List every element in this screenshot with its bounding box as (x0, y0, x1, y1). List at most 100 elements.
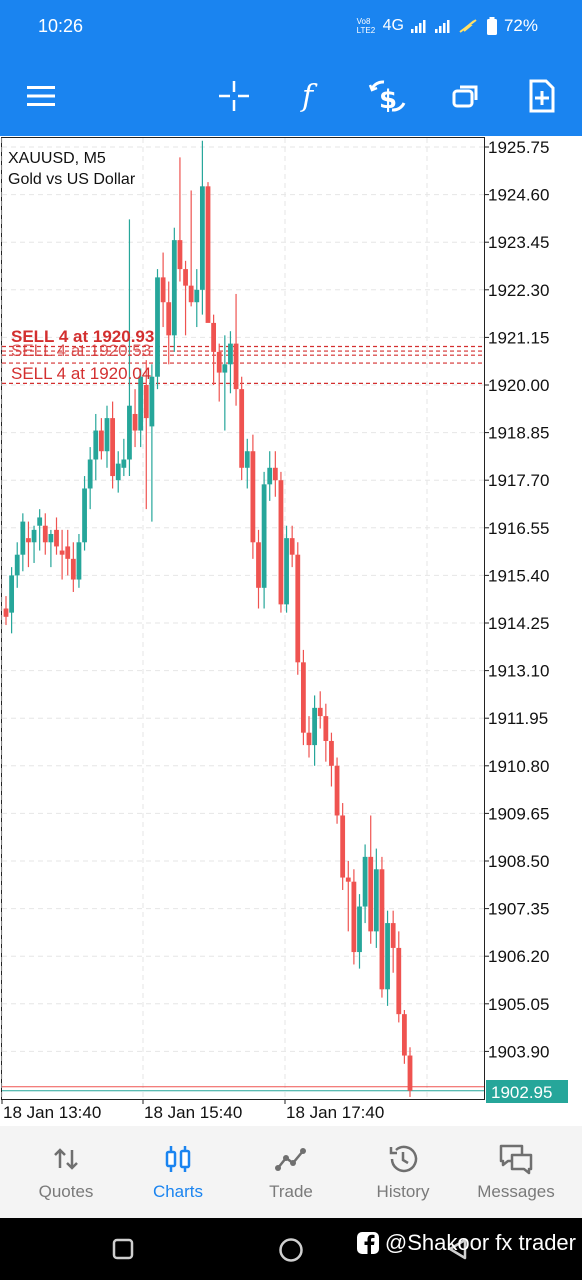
candle-body (357, 906, 362, 953)
price-label: 1917.70 (488, 471, 549, 490)
candle-body (42, 525, 48, 543)
candle-body (317, 707, 323, 717)
power-saver-icon (459, 19, 477, 33)
candle-body (340, 815, 346, 878)
trade-icon (275, 1148, 306, 1171)
nav-quotes-label: Quotes (38, 1182, 94, 1201)
candles (3, 140, 413, 1097)
price-label: 1906.20 (488, 947, 549, 966)
order-lines (2, 345, 484, 1092)
candlestick-chart[interactable]: 1925.75 1924.60 1923.45 1922.30 1921.15 1920.… (0, 136, 582, 1126)
candle-body (256, 542, 261, 588)
candle-body (37, 517, 43, 526)
order-label-overlap-1: SELL 4 at 1920.93 (11, 327, 154, 346)
status-time: 10:26 (38, 16, 84, 36)
back-icon[interactable] (446, 1238, 468, 1260)
history-icon (389, 1145, 418, 1173)
svg-text:$: $ (379, 85, 397, 113)
recents-icon[interactable] (112, 1238, 134, 1260)
chart-plot-border (1, 137, 485, 1100)
candle-body (194, 289, 200, 303)
one-click-trading-button[interactable]: $ (368, 76, 408, 116)
price-label: 1924.60 (488, 186, 549, 205)
candle-body (345, 877, 351, 882)
time-label: 18 Jan 17:40 (286, 1103, 384, 1122)
watermark: @Shakoor fx trader (356, 1230, 576, 1256)
candle-body (31, 529, 37, 543)
candle-body (334, 765, 340, 816)
charts-icon (165, 1146, 191, 1172)
new-order-button[interactable] (522, 76, 562, 116)
nav-charts-label: Charts (152, 1182, 204, 1201)
price-label: 1911.95 (488, 709, 548, 728)
price-label: 1909.65 (488, 804, 549, 823)
bottom-navigation: Quotes Charts Trade History Messages (0, 1126, 582, 1218)
candle-body (188, 285, 194, 303)
price-label: 1910.80 (488, 757, 549, 776)
candle-body (93, 430, 99, 460)
candle-body (284, 538, 289, 605)
price-label: 1907.35 (488, 900, 549, 919)
candle-body (110, 418, 116, 477)
nav-trade[interactable]: Trade (233, 1126, 349, 1218)
candle-body (199, 186, 205, 290)
price-label: 1915.40 (488, 566, 549, 585)
candle-body (216, 351, 222, 373)
candle-body (9, 575, 15, 613)
candle-body (373, 869, 379, 932)
chart-toolbar: f $ (0, 56, 582, 136)
candle-body (132, 413, 138, 431)
candle-body (127, 405, 132, 460)
network-type: 4G (382, 17, 404, 34)
candle-body (233, 343, 239, 390)
nav-quotes[interactable]: Quotes (8, 1126, 124, 1218)
candle-body (54, 529, 59, 547)
candle-body (149, 376, 155, 427)
quotes-icon (54, 1148, 78, 1170)
candle-body (261, 484, 267, 588)
nav-trade-label: Trade (269, 1182, 313, 1201)
volte-indicator: Vo8 LTE2 (356, 17, 376, 35)
candle-body (138, 376, 144, 431)
crosshair-icon (219, 81, 249, 111)
indicators-button[interactable]: f (292, 76, 332, 116)
candle-body (289, 538, 295, 555)
candle-body (300, 662, 306, 733)
candle-body (70, 558, 76, 580)
candle-body (87, 459, 93, 489)
candle-body (98, 430, 104, 452)
candle-body (143, 385, 149, 419)
price-label: 1914.25 (488, 614, 549, 633)
price-label: 1905.05 (488, 995, 549, 1014)
timeframes-button[interactable] (446, 76, 486, 116)
indicators-icon: f (300, 79, 318, 113)
candle-body (171, 240, 177, 336)
status-bar: 10:26 Vo8 LTE2 4G 72% (0, 0, 582, 56)
price-label: 1920.00 (488, 376, 549, 395)
candle-body (205, 186, 211, 323)
candle-body (351, 881, 357, 953)
menu-button[interactable] (21, 76, 61, 116)
nav-history[interactable]: History (345, 1126, 461, 1218)
candle-body (390, 923, 396, 948)
candle-body (155, 277, 160, 377)
signal-icon (410, 20, 426, 33)
candle-body (14, 554, 20, 576)
candle-body (59, 550, 65, 555)
candle-body (82, 488, 87, 543)
nav-charts[interactable]: Charts (120, 1126, 236, 1218)
candle-body (3, 608, 9, 617)
price-label: 1922.30 (488, 281, 549, 300)
candle-body (401, 1014, 407, 1056)
candle-body (76, 542, 82, 580)
signal-2-icon (434, 20, 450, 33)
svg-text:f: f (300, 79, 318, 113)
nav-messages[interactable]: Messages (458, 1126, 574, 1218)
candle-body (312, 707, 318, 746)
chart-area[interactable]: 1925.75 1924.60 1923.45 1922.30 1921.15 1920.… (0, 136, 582, 1126)
nav-messages-label: Messages (477, 1182, 555, 1201)
crosshair-button[interactable] (214, 76, 254, 116)
time-label: 18 Jan 13:40 (3, 1103, 101, 1122)
home-icon[interactable] (278, 1237, 304, 1263)
battery-percent: 72% (503, 16, 538, 35)
